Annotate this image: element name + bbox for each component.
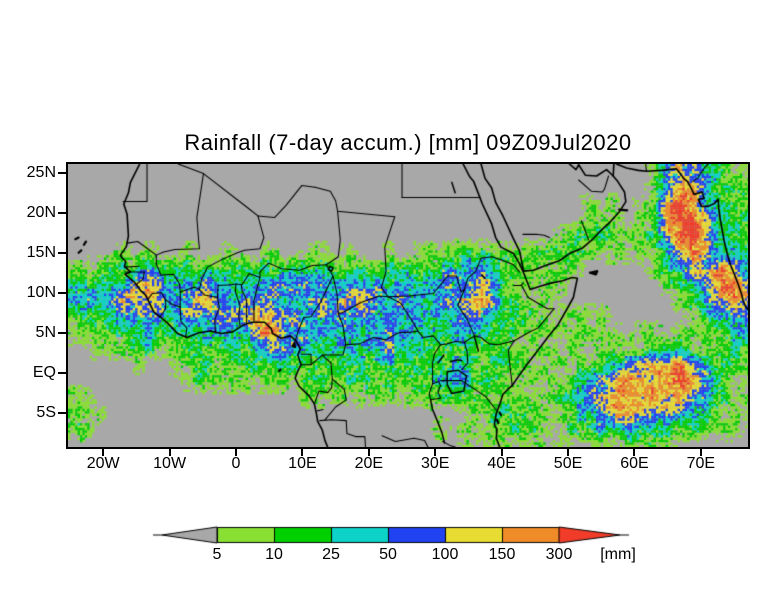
y-tick-label: 15N [26,243,56,261]
x-tick-label: 50E [553,455,583,472]
colorbar-level-label: 50 [379,546,397,563]
map-plot-frame [66,162,750,449]
x-tick-label: 10E [288,455,317,472]
x-tick-mark [699,449,702,456]
colorbar-level-label: 150 [488,546,516,563]
x-tick-mark [367,449,370,456]
colorbar-level-label: 5 [212,546,222,563]
x-tick-label: 10W [153,455,187,472]
x-tick-mark [434,449,437,456]
y-tick-label: 10N [26,283,56,301]
y-tick-label: 25N [26,163,56,181]
y-tick-mark [58,251,66,254]
colorbar-unit-label: [mm] [600,546,636,563]
y-tick-mark [58,371,66,374]
x-tick-mark [567,449,570,456]
y-tick-mark [58,331,66,334]
colorbar-level-label: 10 [265,546,283,563]
y-tick-mark [58,171,66,174]
x-tick-label: 70E [686,455,716,472]
x-tick-mark [102,449,105,456]
rainfall-map-canvas [68,164,748,447]
x-tick-label: 20W [86,455,120,472]
x-tick-mark [500,449,503,456]
x-tick-mark [168,449,171,456]
y-tick-label: 5S [36,403,56,421]
y-tick-mark [58,211,66,214]
x-tick-label: 60E [620,455,649,472]
chart-title: Rainfall (7-day accum.) [mm] 09Z09Jul202… [184,130,632,155]
x-tick-label: 20E [354,455,384,472]
x-tick-label: 30E [420,455,450,472]
x-tick-mark [301,449,304,456]
y-tick-label: 20N [26,203,56,221]
colorbar-level-label: 300 [545,546,573,563]
y-tick-label: 5N [35,323,56,341]
colorbar-level-label: 100 [431,546,459,563]
y-tick-mark [58,411,66,414]
x-tick-mark [633,449,636,456]
x-tick-label: 0 [231,455,241,472]
colorbar-level-label: 25 [322,546,340,563]
y-tick-label: EQ [32,363,56,381]
colorbar-canvas [150,524,640,546]
x-tick-label: 40E [487,455,516,472]
x-tick-mark [235,449,237,456]
y-tick-mark [58,291,66,294]
